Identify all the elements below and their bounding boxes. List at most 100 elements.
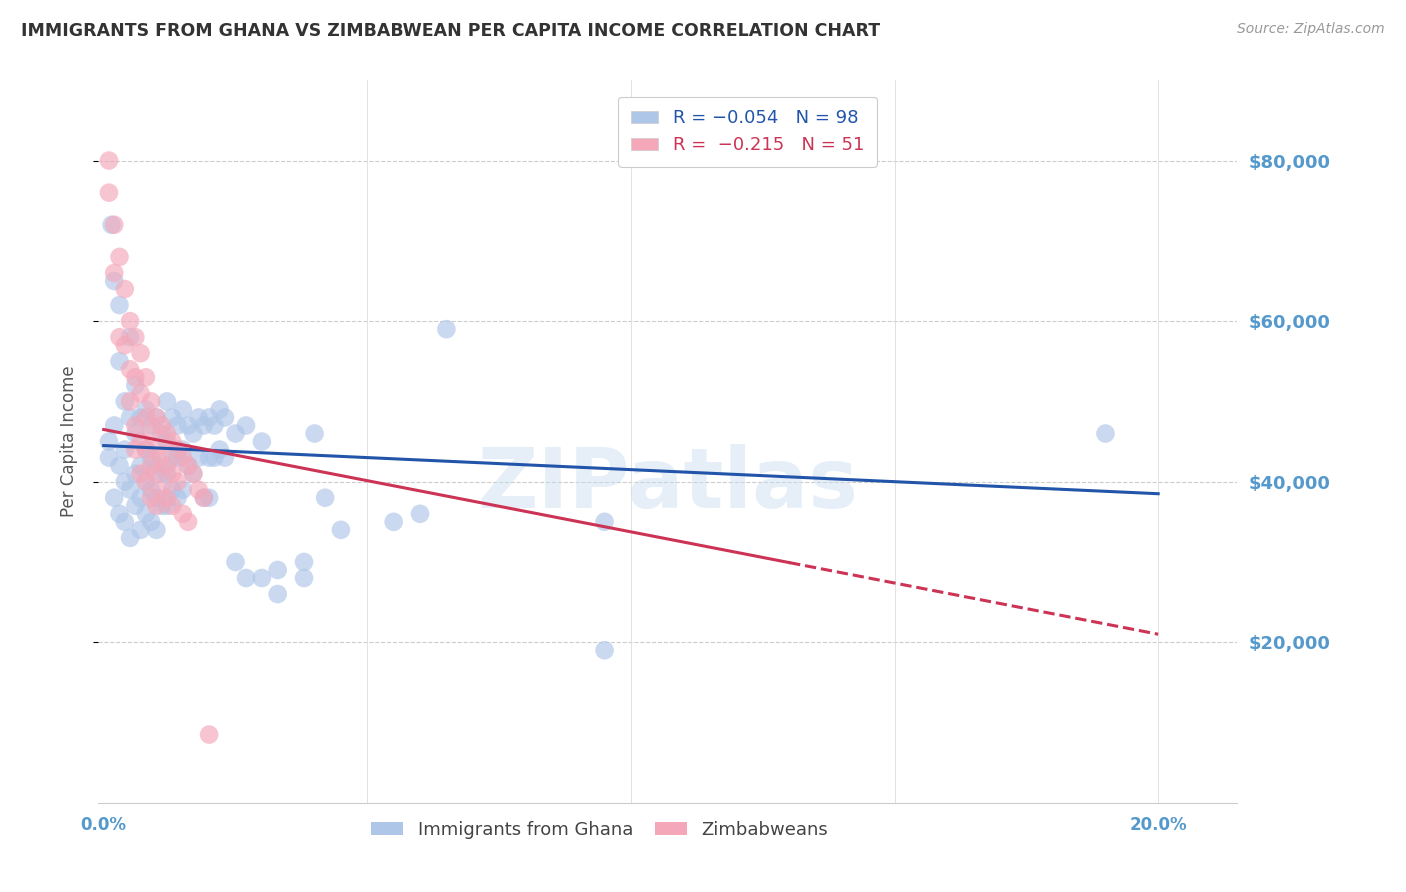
Point: [187, 410, 209, 425]
Point: [141, 458, 163, 473]
Y-axis label: Per Capita Income: Per Capita Income: [59, 366, 77, 517]
Point: [145, 523, 167, 537]
Point: [162, 410, 183, 425]
Point: [225, 426, 247, 441]
Point: [198, 410, 221, 425]
Point: [141, 450, 163, 465]
Point: [135, 507, 157, 521]
Point: [145, 410, 167, 425]
Point: [156, 499, 179, 513]
Point: [436, 322, 458, 336]
Point: [382, 515, 405, 529]
Point: [98, 434, 121, 449]
Point: [250, 571, 273, 585]
Point: [208, 402, 231, 417]
Point: [103, 418, 125, 433]
Point: [593, 515, 616, 529]
Point: [225, 555, 247, 569]
Point: [172, 507, 194, 521]
Point: [108, 330, 131, 344]
Point: [208, 442, 231, 457]
Point: [108, 507, 131, 521]
Point: [145, 410, 167, 425]
Point: [235, 418, 257, 433]
Point: [162, 499, 183, 513]
Point: [172, 450, 194, 465]
Point: [114, 338, 136, 352]
Point: [150, 426, 173, 441]
Point: [103, 218, 125, 232]
Point: [108, 354, 131, 368]
Point: [162, 467, 183, 481]
Point: [98, 186, 121, 200]
Point: [129, 410, 152, 425]
Point: [177, 458, 200, 473]
Point: [129, 386, 152, 401]
Point: [177, 515, 200, 529]
Point: [135, 402, 157, 417]
Point: [204, 450, 226, 465]
Point: [204, 418, 226, 433]
Point: [114, 515, 136, 529]
Point: [193, 491, 215, 505]
Point: [141, 515, 163, 529]
Point: [120, 394, 142, 409]
Point: [409, 507, 432, 521]
Point: [120, 330, 142, 344]
Point: [156, 458, 179, 473]
Point: [150, 499, 173, 513]
Point: [124, 467, 146, 481]
Point: [150, 467, 173, 481]
Point: [141, 418, 163, 433]
Point: [129, 491, 152, 505]
Point: [187, 483, 209, 497]
Point: [135, 370, 157, 384]
Point: [120, 410, 142, 425]
Point: [129, 458, 152, 473]
Point: [162, 450, 183, 465]
Point: [124, 370, 146, 384]
Point: [145, 491, 167, 505]
Point: [150, 450, 173, 465]
Point: [156, 491, 179, 505]
Point: [292, 571, 315, 585]
Point: [214, 450, 236, 465]
Point: [292, 555, 315, 569]
Point: [267, 563, 290, 577]
Point: [124, 418, 146, 433]
Point: [129, 434, 152, 449]
Point: [198, 728, 221, 742]
Point: [135, 442, 157, 457]
Point: [166, 450, 188, 465]
Point: [135, 410, 157, 425]
Point: [150, 418, 173, 433]
Point: [145, 442, 167, 457]
Point: [124, 499, 146, 513]
Point: [183, 467, 205, 481]
Point: [120, 483, 142, 497]
Point: [198, 450, 221, 465]
Point: [193, 491, 215, 505]
Point: [187, 450, 209, 465]
Point: [156, 394, 179, 409]
Point: [177, 418, 200, 433]
Point: [108, 298, 131, 312]
Point: [145, 467, 167, 481]
Point: [141, 491, 163, 505]
Point: [172, 442, 194, 457]
Point: [141, 426, 163, 441]
Point: [129, 523, 152, 537]
Point: [145, 458, 167, 473]
Point: [166, 491, 188, 505]
Point: [172, 483, 194, 497]
Point: [177, 458, 200, 473]
Point: [156, 426, 179, 441]
Point: [141, 394, 163, 409]
Point: [156, 434, 179, 449]
Text: Source: ZipAtlas.com: Source: ZipAtlas.com: [1237, 22, 1385, 37]
Point: [141, 483, 163, 497]
Point: [135, 475, 157, 489]
Point: [98, 450, 121, 465]
Point: [198, 491, 221, 505]
Point: [135, 475, 157, 489]
